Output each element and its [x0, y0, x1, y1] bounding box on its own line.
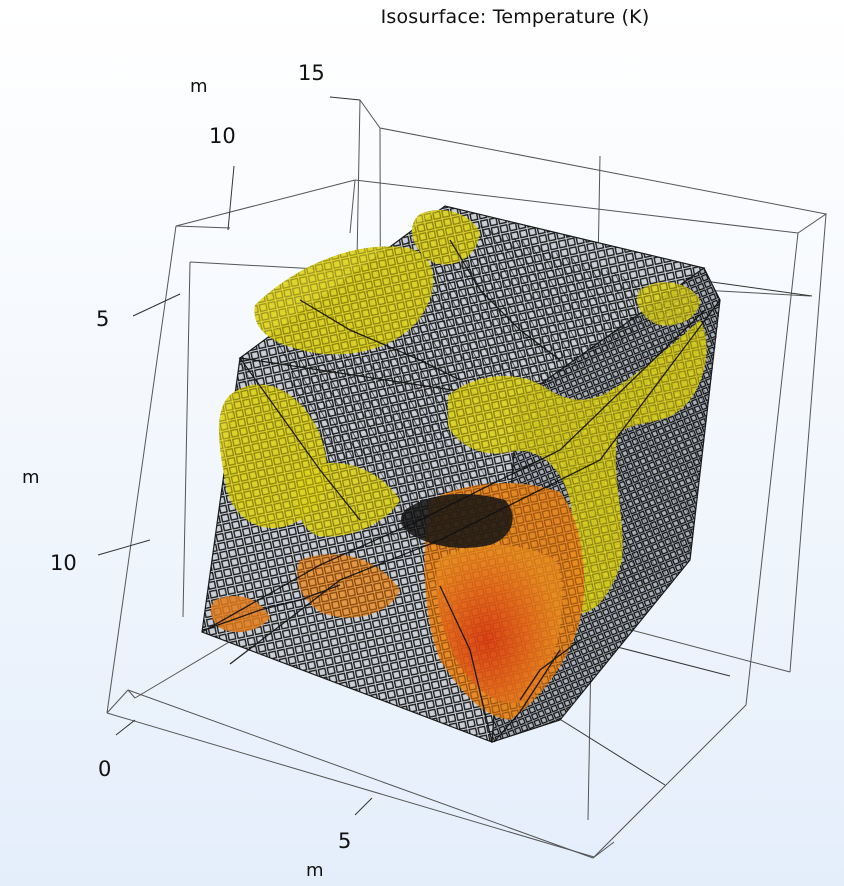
z-axis-tick-10: 10: [209, 124, 236, 148]
isosurface-mesh: [201, 205, 721, 743]
y-axis-tick-10: 10: [50, 551, 77, 575]
z-axis-tick-15: 15: [298, 61, 325, 85]
x-axis-tick-0: 0: [98, 757, 111, 781]
y-axis-tick-5: 5: [96, 307, 109, 331]
x-axis-unit: m: [306, 860, 324, 881]
y-axis-unit: m: [22, 467, 40, 488]
x-axis-tick-5: 5: [338, 829, 351, 853]
z-axis-unit: m: [190, 76, 208, 97]
plot-title: Isosurface: Temperature (K): [380, 6, 650, 28]
